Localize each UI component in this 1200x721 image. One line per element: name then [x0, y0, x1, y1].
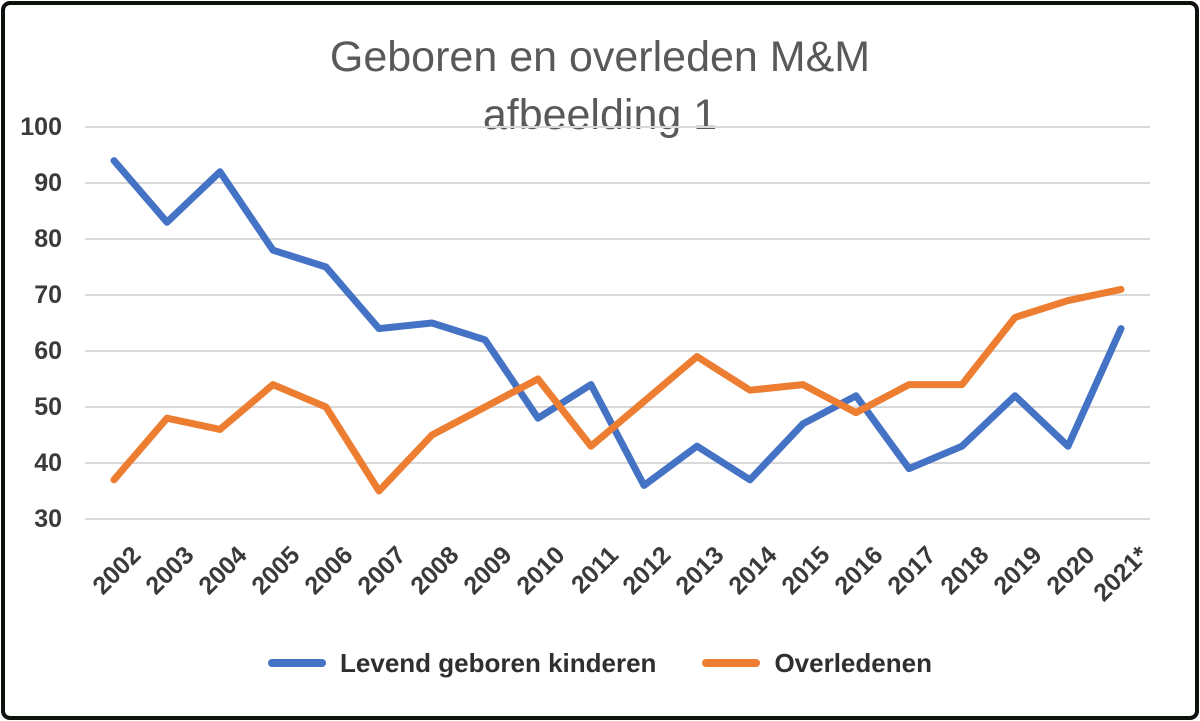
- legend-swatch-overledenen: [702, 659, 761, 667]
- series-line-overledenen: [110, 285, 1125, 495]
- x-axis-tick-label: 2016: [829, 541, 889, 601]
- y-axis-tick-label: 60: [34, 337, 62, 365]
- x-axis-tick-label: 2017: [882, 541, 942, 601]
- x-axis-tick-label: 2015: [776, 541, 836, 601]
- legend-label-levend-geboren: Levend geboren kinderen: [340, 648, 657, 678]
- series-line-levend-geboren: [110, 157, 1125, 489]
- legend-item-overledenen: Overledenen: [702, 648, 932, 678]
- y-axis: 100 90 80 70 60 50 40 30: [0, 0, 62, 721]
- x-axis-tick-label: 2007: [352, 541, 412, 601]
- y-axis-tick-label: 90: [34, 169, 62, 197]
- y-axis-tick-label: 40: [34, 449, 62, 477]
- chart-title: Geboren en overleden M&M afbeelding 1: [0, 28, 1200, 144]
- x-axis-tick-label: 2013: [670, 541, 730, 601]
- x-axis-tick-label: 2008: [405, 541, 465, 601]
- x-axis-tick-label: 2002: [87, 541, 147, 601]
- x-axis-tick-label: 2012: [617, 541, 677, 601]
- x-axis-tick-label: 2004: [193, 541, 253, 601]
- x-axis-tick-label: 2018: [935, 541, 995, 601]
- legend-swatch-levend-geboren: [268, 659, 327, 667]
- x-axis-tick-label: 2003: [140, 541, 200, 601]
- y-axis-tick-label: 50: [34, 393, 62, 421]
- x-axis-tick-label: 2009: [458, 541, 518, 601]
- y-axis-tick-label: 70: [34, 281, 62, 309]
- chart-title-line1: Geboren en overleden M&M: [329, 33, 871, 81]
- legend-item-levend-geboren: Levend geboren kinderen: [268, 648, 656, 678]
- x-axis-tick-label: 2005: [246, 541, 306, 601]
- x-axis-tick-label: 2019: [988, 541, 1048, 601]
- chart-title-line2: afbeelding 1: [482, 91, 718, 139]
- legend: Levend geboren kinderen Overledenen: [0, 648, 1200, 678]
- x-axis-tick-label: 2011: [565, 541, 624, 600]
- y-axis-tick-label: 80: [34, 225, 62, 253]
- legend-label-overledenen: Overledenen: [774, 648, 932, 678]
- x-axis-tick-label: 2010: [511, 541, 571, 601]
- y-axis-tick-label: 100: [20, 113, 62, 141]
- x-axis-tick-label: 2006: [299, 541, 359, 601]
- y-axis-tick-label: 30: [34, 505, 62, 533]
- x-axis-tick-label: 2014: [723, 541, 783, 601]
- x-axis-tick-label: 2021*: [1087, 541, 1154, 608]
